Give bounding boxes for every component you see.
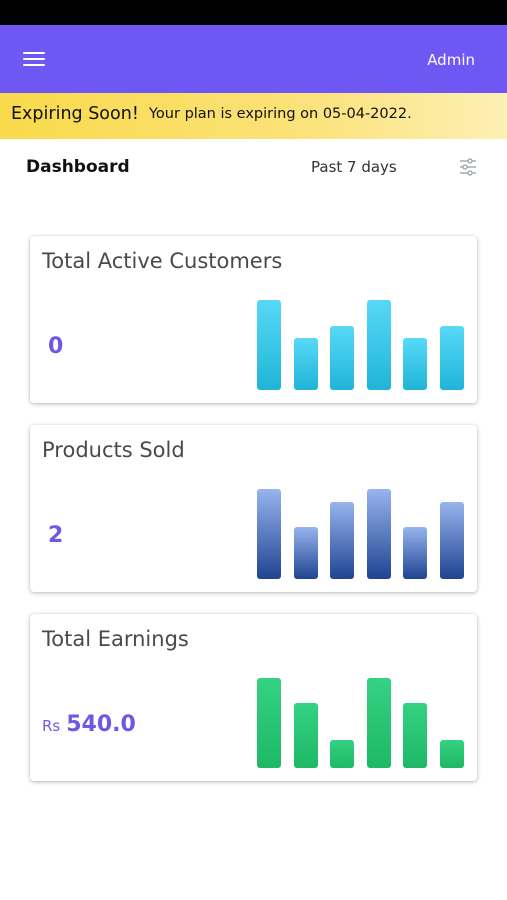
sliders-icon[interactable] <box>458 157 478 177</box>
stat-card-active-customers[interactable]: Total Active Customers 0 <box>30 236 477 403</box>
chart-bar <box>257 678 281 768</box>
chart-bar <box>403 338 427 390</box>
card-title: Total Active Customers <box>42 249 283 273</box>
mini-bar-chart <box>257 425 467 580</box>
chart-bar <box>367 489 391 579</box>
menu-line <box>23 64 45 67</box>
menu-line <box>23 58 45 61</box>
value-number: 2 <box>48 523 64 548</box>
chart-bar <box>294 703 318 768</box>
page-title: Dashboard <box>26 157 130 177</box>
value-number: 540.0 <box>66 712 136 737</box>
admin-user-label[interactable]: Admin <box>427 51 475 69</box>
status-bar <box>0 0 507 25</box>
chart-bar <box>440 326 464 390</box>
chart-bar <box>330 326 354 390</box>
mini-bar-chart <box>257 614 467 769</box>
chart-bar <box>403 527 427 579</box>
chart-bar <box>403 703 427 768</box>
card-value: 0 <box>42 334 63 359</box>
card-value: Rs 540.0 <box>42 712 136 737</box>
chart-bar <box>330 502 354 579</box>
banner-message: Your plan is expiring on 05-04-2022. <box>149 106 412 122</box>
plan-expiry-banner: Expiring Soon! Your plan is expiring on … <box>0 93 507 139</box>
mini-bar-chart <box>257 236 467 391</box>
menu-line <box>23 52 45 55</box>
currency-label: Rs <box>42 717 61 735</box>
card-title: Products Sold <box>42 438 185 462</box>
stat-card-products-sold[interactable]: Products Sold 2 <box>30 425 477 592</box>
period-selector[interactable]: Past 7 days <box>311 158 397 176</box>
chart-bar <box>367 300 391 390</box>
card-title: Total Earnings <box>42 627 189 651</box>
app-bar: Admin <box>0 25 507 93</box>
chart-bar <box>440 502 464 579</box>
hamburger-menu-icon[interactable] <box>22 49 48 69</box>
chart-bar <box>294 527 318 579</box>
card-value: 2 <box>42 523 63 548</box>
chart-bar <box>330 740 354 768</box>
chart-bar <box>257 300 281 390</box>
stat-card-total-earnings[interactable]: Total Earnings Rs 540.0 <box>30 614 477 781</box>
value-number: 0 <box>48 334 64 359</box>
chart-bar <box>294 338 318 390</box>
banner-title: Expiring Soon! <box>11 104 139 124</box>
chart-bar <box>367 678 391 768</box>
chart-bar <box>257 489 281 579</box>
chart-bar <box>440 740 464 768</box>
